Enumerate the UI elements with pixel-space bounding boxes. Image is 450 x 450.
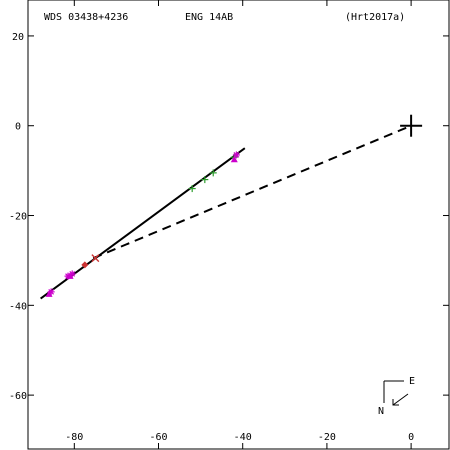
x-tick-label: -40 bbox=[234, 432, 252, 443]
x-marker bbox=[91, 254, 100, 263]
plus-marker bbox=[209, 169, 217, 177]
x-b bbox=[91, 254, 100, 263]
header-reference: (Hrt2017a) bbox=[345, 12, 405, 23]
y-tick-label: -40 bbox=[9, 301, 27, 312]
triangle-marker bbox=[45, 290, 53, 297]
data-marks bbox=[45, 151, 240, 297]
plot-lines bbox=[40, 114, 423, 300]
asterisk-marker bbox=[232, 151, 240, 159]
compass-north-label: N bbox=[378, 406, 384, 417]
x-axis-ticks: -80 -60 -40 -20 0 bbox=[65, 0, 414, 449]
x-tick-label: 0 bbox=[408, 432, 414, 443]
plus-marker bbox=[201, 176, 209, 184]
plot-frame bbox=[27, 0, 450, 450]
y-tick-label: -20 bbox=[9, 212, 27, 223]
ast-b bbox=[233, 152, 240, 158]
header-discoverer: ENG 14AB bbox=[185, 12, 233, 23]
diamond-marker bbox=[81, 261, 89, 269]
y-tick-label: -60 bbox=[9, 391, 27, 402]
x-tick-label: -60 bbox=[149, 432, 167, 443]
plus-marker bbox=[188, 185, 196, 193]
x-tick-label: -80 bbox=[65, 432, 83, 443]
triangle-marker bbox=[230, 155, 238, 163]
header-system: WDS 03438+4236 bbox=[44, 12, 128, 23]
y-axis-ticks: 20 0 -20 -40 -60 bbox=[9, 32, 449, 402]
connector-line bbox=[92, 124, 412, 260]
compass-arrow-shaft bbox=[392, 393, 409, 406]
y-tick-label: 20 bbox=[12, 32, 24, 43]
x-tick-label: -20 bbox=[318, 432, 336, 443]
compass-arrow-head bbox=[392, 399, 399, 406]
y-tick-label: 0 bbox=[15, 122, 21, 133]
compass-east-label: E bbox=[409, 376, 415, 387]
compass: E N bbox=[378, 376, 415, 417]
triangle-marker bbox=[66, 272, 74, 279]
